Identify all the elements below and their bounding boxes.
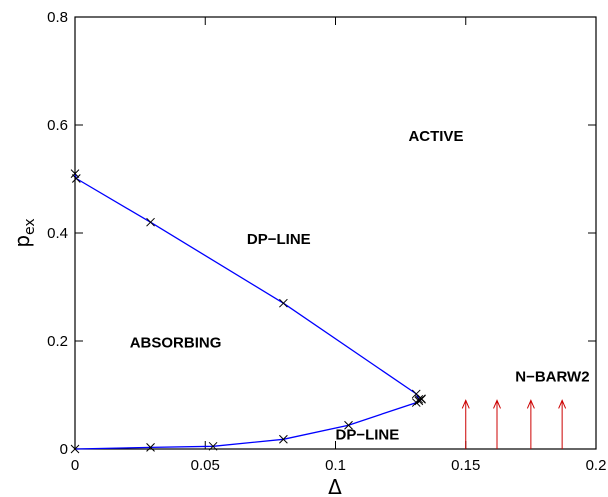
data-point [70,169,80,178]
x-tick-label: 0.1 [325,457,346,474]
data-point [146,443,155,452]
y-tick-label: 0.6 [47,117,68,134]
y-tick-label: 0.4 [47,225,68,242]
data-point [411,398,421,407]
region-label: DP−LINE [247,231,311,248]
axis-ticks: 0 0.05 0.1 0.15 0.2 0 0.2 0.4 0.6 0.8 [47,9,606,474]
x-tick-label: 0.2 [586,457,607,474]
series-line-1 [74,173,422,401]
red-arrow [526,399,535,449]
red-arrow [493,399,501,449]
red-arrow [461,399,470,449]
data-point [279,434,288,444]
y-tick-label: 0.8 [47,9,68,26]
region-label: N−BARW2 [515,369,589,386]
y-axis-label-subscript: ex [22,218,38,235]
annotation-layer: ACTIVE DP−LINE ABSORBING N−BARW2 DP−LINE [130,128,590,443]
x-tick-label: 0.15 [451,457,480,474]
x-tick-label: 0.05 [191,457,220,474]
data-point [208,441,218,451]
y-tick-label: 0 [60,441,68,458]
series-layer [70,169,426,454]
data-point [279,298,288,308]
data-point [70,444,80,454]
y-tick-label: 0.2 [47,333,68,350]
data-point [417,394,426,404]
y-axis-label: pex [10,218,38,247]
region-label: ABSORBING [130,334,222,351]
data-point [71,174,81,183]
x-axis-label: Δ [328,475,342,497]
arrow-layer [461,399,567,449]
data-point [146,217,155,227]
region-label: ACTIVE [408,128,463,145]
region-label: DP−LINE [336,426,400,443]
red-arrow [558,399,567,449]
data-point [414,396,424,406]
x-tick-label: 0 [71,457,79,474]
data-point [344,420,353,430]
y-axis-label-main: p [10,235,34,248]
